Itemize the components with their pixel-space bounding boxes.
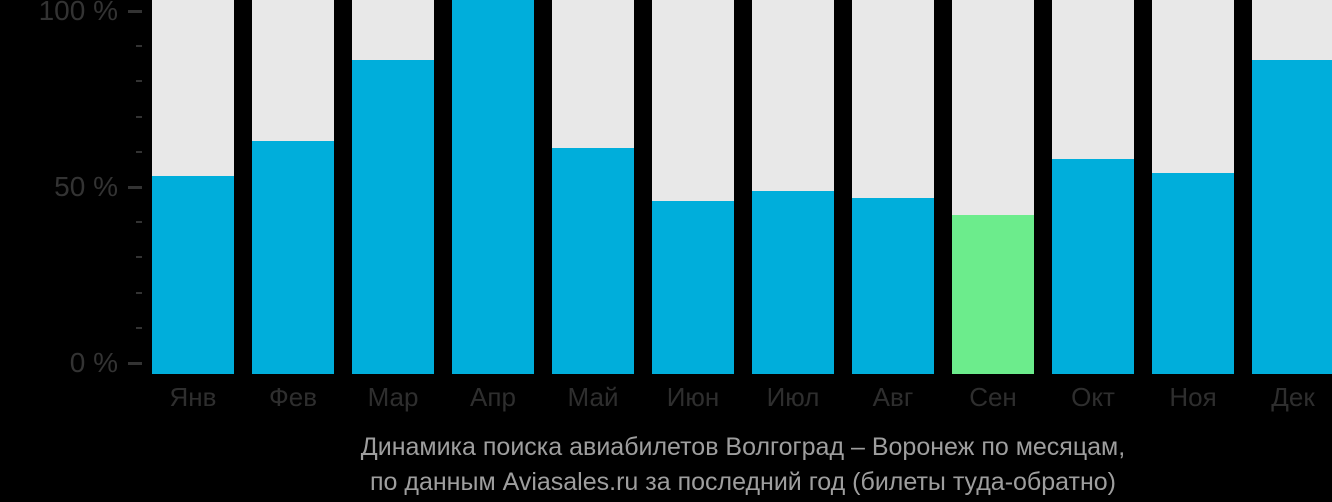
bar-Июл[interactable] [752, 191, 834, 374]
x-axis-label: Авг [872, 382, 914, 412]
bar-column-track [1252, 0, 1332, 374]
y-axis-label: 50 % [54, 171, 118, 202]
y-tick-minor [136, 327, 142, 329]
bar-column-track [952, 0, 1034, 374]
y-tick-minor [136, 45, 142, 47]
bar-column-track [652, 0, 734, 374]
chart-subtitle: по данным Aviasales.ru за последний год … [370, 468, 1116, 496]
bar-column-track [252, 0, 334, 374]
x-axis-label: Фев [268, 382, 318, 412]
y-tick-minor [136, 292, 142, 294]
x-axis-label: Сен [969, 382, 1017, 412]
chart-title: Динамика поиска авиабилетов Волгоград – … [360, 433, 1126, 461]
bar-column-track [352, 0, 434, 374]
x-axis-label: Янв [169, 382, 217, 412]
y-tick-major [128, 10, 142, 13]
bar-column-track [1052, 0, 1134, 374]
bar-Фев[interactable] [252, 141, 334, 374]
bar-Дек[interactable] [1252, 60, 1332, 374]
bar-Сен[interactable] [952, 215, 1034, 374]
bar-column-track [752, 0, 834, 374]
y-tick-minor [136, 116, 142, 118]
bar-column-track [852, 0, 934, 374]
y-tick-major [128, 186, 142, 189]
y-tick-minor [136, 221, 142, 223]
bar-Ноя[interactable] [1152, 173, 1234, 374]
x-axis-label: Ноя [1169, 382, 1217, 412]
bar-Июн[interactable] [652, 201, 734, 374]
bar-column-track [152, 0, 234, 374]
x-axis-label: Дек [1271, 382, 1315, 412]
y-tick-major [128, 362, 142, 365]
y-axis-label: 100 % [38, 0, 118, 26]
x-axis-label: Мар [367, 382, 419, 412]
bar-Янв[interactable] [152, 176, 234, 374]
chart-caption: Динамика поиска авиабилетов Волгоград – … [152, 430, 1332, 500]
x-axis-label: Июн [666, 382, 720, 412]
bar-Май[interactable] [552, 148, 634, 374]
bar-column-track [452, 0, 534, 374]
bar-Мар[interactable] [352, 60, 434, 374]
x-axis-label: Май [567, 382, 619, 412]
y-axis-label: 0 % [69, 347, 118, 378]
y-tick-minor [136, 80, 142, 82]
x-axis-label: Апр [470, 382, 516, 412]
bar-Авг[interactable] [852, 198, 934, 374]
x-axis-label: Окт [1071, 382, 1115, 412]
plot-area: 0 % 50 % 100 % [38, 0, 1332, 378]
bar-column-track [552, 0, 634, 374]
y-tick-minor [136, 151, 142, 153]
bar-column-track [1152, 0, 1234, 374]
x-axis-label: Июл [766, 382, 820, 412]
y-tick-minor [136, 256, 142, 258]
bar-Окт[interactable] [1052, 159, 1134, 374]
bar-Апр[interactable] [452, 0, 534, 374]
